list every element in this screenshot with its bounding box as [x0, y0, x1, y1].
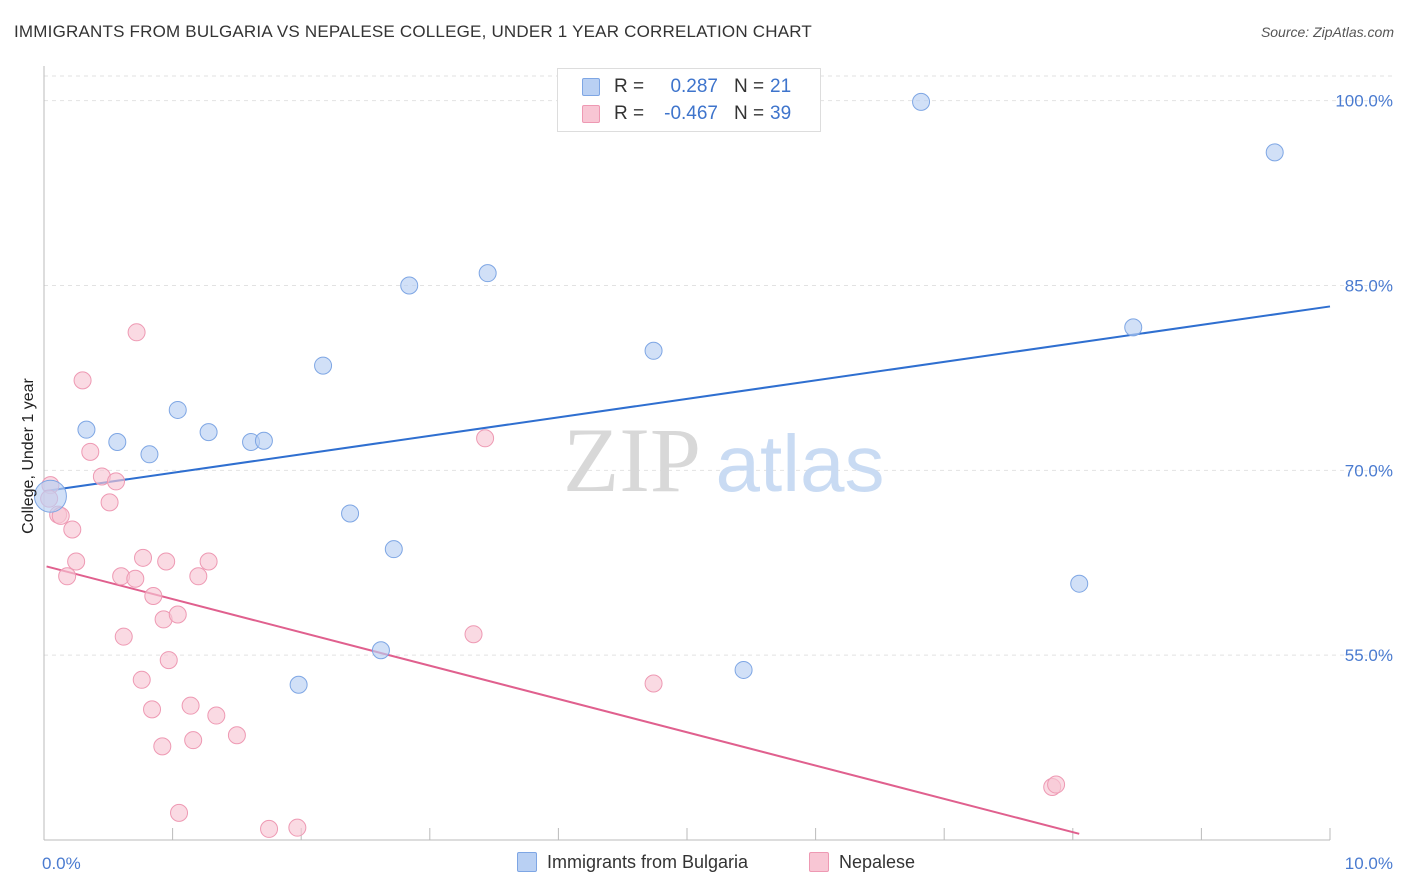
- correlation-legend: R = 0.287 N = 21 R = -0.467 N = 39: [557, 68, 821, 132]
- gridlines: [44, 75, 1392, 656]
- nepalese-point: [464, 625, 483, 644]
- nepalese-trend-line: [46, 565, 1080, 835]
- bottom-legend-label: Immigrants from Bulgaria: [547, 852, 749, 872]
- trend-lines: [43, 305, 1331, 835]
- bulgaria-point: [478, 264, 497, 283]
- legend-n-label: N =: [734, 76, 765, 97]
- bulgaria-point: [1124, 318, 1143, 337]
- legend-n-value: 39: [770, 103, 792, 124]
- legend-r-label: R =: [614, 76, 645, 97]
- y-tick-label: 85.0%: [1345, 276, 1393, 295]
- nepalese-point: [199, 552, 218, 571]
- legend-swatch-pink: [582, 105, 600, 123]
- bulgaria-point: [1070, 574, 1089, 593]
- bottom-legend-swatch-blue: [517, 852, 537, 872]
- nepalese-point: [168, 605, 187, 624]
- bulgaria-point: [644, 341, 663, 360]
- nepalese-point: [100, 493, 119, 512]
- nepalese-point: [144, 587, 163, 606]
- nepalese-point: [114, 627, 133, 646]
- nepalese-point: [132, 670, 151, 689]
- nepalese-point: [67, 552, 86, 571]
- nepalese-point: [157, 552, 176, 571]
- bulgaria-point: [140, 445, 159, 464]
- bulgaria-point: [77, 420, 96, 439]
- legend-r-value: -0.467: [664, 103, 718, 124]
- bulgaria-point: [371, 641, 390, 660]
- bulgaria-point: [199, 423, 218, 442]
- bulgaria-point: [289, 675, 308, 694]
- bulgaria-point: [1265, 143, 1284, 162]
- watermark-atlas: atlas: [716, 419, 885, 508]
- bulgaria-point: [314, 356, 333, 375]
- data-points: [33, 92, 1284, 838]
- y-tick-label: 100.0%: [1335, 92, 1393, 111]
- nepalese-point: [107, 472, 126, 491]
- legend-swatch-blue: [582, 78, 600, 96]
- nepalese-point: [181, 696, 200, 715]
- bulgaria-point: [254, 431, 273, 450]
- nepalese-point: [127, 323, 146, 342]
- nepalese-point: [476, 429, 495, 448]
- nepalese-point: [159, 651, 178, 670]
- legend-r-label: R =: [614, 103, 645, 124]
- x-tick-label: 10.0%: [1345, 854, 1393, 873]
- nepalese-point: [153, 737, 172, 756]
- legend-n-value: 21: [770, 76, 792, 97]
- nepalese-point: [227, 726, 246, 745]
- nepalese-point: [1047, 775, 1066, 794]
- nepalese-point: [288, 818, 307, 837]
- nepalese-point: [143, 700, 162, 719]
- tick-labels: 100.0% 85.0% 70.0% 55.0% 0.0% 10.0%: [42, 92, 1393, 873]
- bottom-legend-swatch-pink: [809, 852, 829, 872]
- bulgaria-point: [400, 276, 419, 295]
- legend-n-label: N =: [734, 103, 765, 124]
- nepalese-point: [170, 803, 189, 822]
- bottom-legend-bulgaria: Immigrants from Bulgaria: [517, 852, 748, 873]
- nepalese-point: [260, 819, 279, 838]
- nepalese-point: [63, 520, 82, 539]
- bulgaria-point: [33, 479, 67, 513]
- axes: [43, 66, 1331, 841]
- bulgaria-point: [108, 432, 127, 451]
- bulgaria-point: [734, 660, 753, 679]
- nepalese-point: [58, 567, 77, 586]
- x-tick-label: 0.0%: [42, 854, 81, 873]
- bulgaria-point: [168, 400, 187, 419]
- nepalese-point: [189, 567, 208, 586]
- nepalese-point: [207, 706, 226, 725]
- bulgaria-trend-line: [43, 305, 1331, 493]
- nepalese-point: [81, 442, 100, 461]
- nepalese-point: [126, 569, 145, 588]
- y-tick-label: 55.0%: [1345, 646, 1393, 665]
- bulgaria-point: [384, 540, 403, 559]
- nepalese-point: [73, 371, 92, 390]
- legend-r-value: 0.287: [670, 76, 718, 97]
- bulgaria-point: [912, 92, 931, 111]
- bottom-legend-label: Nepalese: [839, 852, 916, 872]
- nepalese-point: [644, 674, 663, 693]
- bottom-legend-nepalese: Nepalese: [809, 852, 915, 873]
- bulgaria-point: [341, 504, 360, 523]
- chart-title: IMMIGRANTS FROM BULGARIA VS NEPALESE COL…: [14, 22, 812, 41]
- y-axis-label: College, Under 1 year: [20, 378, 37, 534]
- source-label: Source: ZipAtlas.com: [1260, 24, 1394, 40]
- watermark-zip: ZIP: [563, 409, 701, 511]
- nepalese-point: [134, 548, 153, 567]
- y-tick-label: 70.0%: [1345, 461, 1393, 480]
- nepalese-point: [184, 731, 203, 750]
